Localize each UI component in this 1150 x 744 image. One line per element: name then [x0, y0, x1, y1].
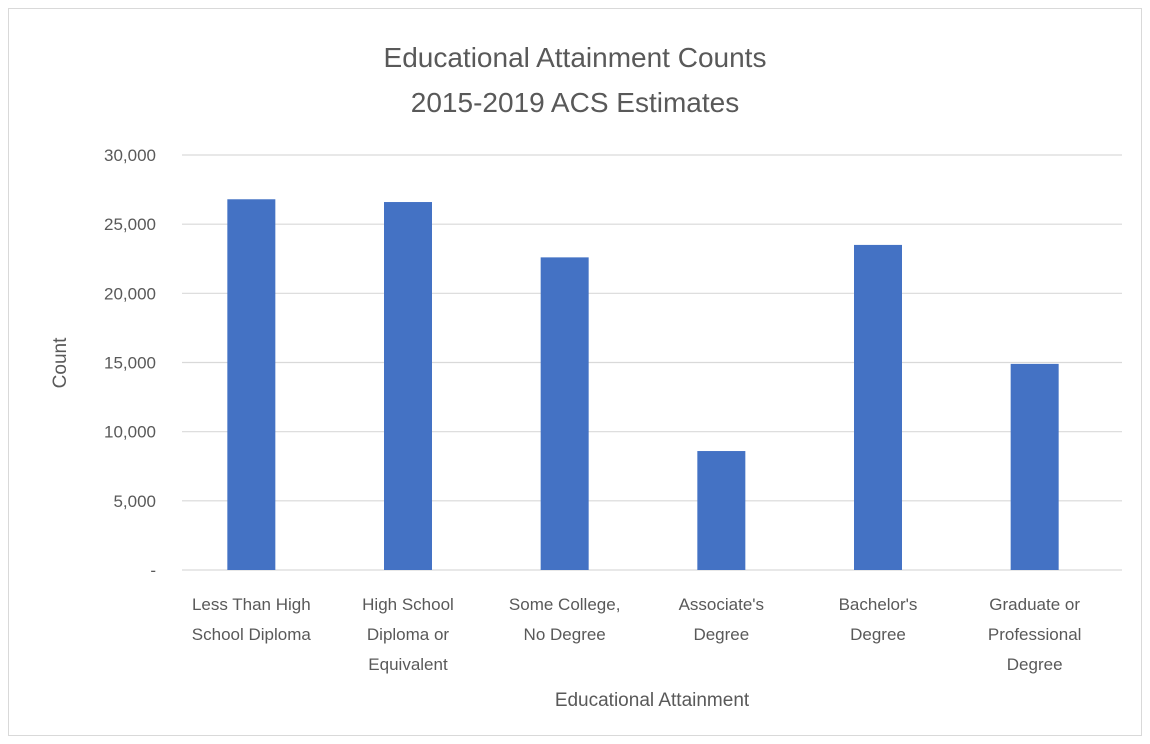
x-tick-label-line: Some College,	[509, 595, 621, 614]
x-tick-label: Graduate or Professional Degree	[988, 595, 1082, 674]
x-tick-label-line: Degree	[1007, 655, 1063, 674]
bars	[227, 199, 1059, 571]
x-tick-label-line: Associate's	[679, 595, 764, 614]
x-tick-label-line: High School	[362, 595, 454, 614]
x-tick-label-line: Degree	[693, 625, 749, 644]
y-tick-label: 5,000	[113, 492, 156, 511]
x-tick-label: Some College, No Degree	[509, 595, 621, 644]
bar	[540, 257, 589, 570]
x-tick-label-line: Graduate or	[989, 595, 1080, 614]
y-axis-title: Count	[50, 337, 71, 388]
bar	[697, 451, 746, 570]
x-axis-title: Educational Attainment	[555, 690, 750, 711]
y-tick-label: 15,000	[104, 354, 156, 373]
y-tick-label: 20,000	[104, 284, 156, 303]
x-tick-label-line: Diploma or	[367, 625, 450, 644]
x-tick-label-line: Degree	[850, 625, 906, 644]
x-tick-label-line: No Degree	[524, 625, 606, 644]
x-tick-label-line: Equivalent	[368, 655, 448, 674]
gridlines	[182, 154, 1122, 571]
x-tick-label-line: Less Than High	[192, 595, 311, 614]
x-tick-label-line: School Diploma	[192, 625, 312, 644]
bar	[1010, 363, 1059, 570]
x-tick-label: Less Than High School Diploma	[192, 595, 312, 644]
bar	[854, 244, 902, 570]
y-tick-label: 25,000	[104, 215, 156, 234]
y-tick-label: 30,000	[104, 146, 156, 165]
bar	[227, 199, 276, 570]
x-axis-ticks: Less Than High School Diploma High School D…	[192, 595, 1082, 674]
x-tick-label-line: Bachelor's	[839, 595, 918, 614]
bar	[384, 202, 432, 571]
chart-title: Educational Attainment Counts	[383, 42, 767, 73]
y-axis-ticks: - 5,000 10,000 15,000 20,000 25,000 30,000	[104, 146, 156, 580]
chart-subtitle: 2015-2019 ACS Estimates	[410, 87, 740, 118]
x-tick-label: Associate's Degree	[679, 595, 764, 644]
x-tick-label-line: Professional	[988, 625, 1082, 644]
x-tick-label: High School Diploma or Equivalent	[362, 595, 454, 674]
y-tick-label: -	[150, 561, 156, 580]
y-tick-label: 10,000	[104, 423, 156, 442]
x-tick-label: Bachelor's Degree	[839, 595, 918, 644]
